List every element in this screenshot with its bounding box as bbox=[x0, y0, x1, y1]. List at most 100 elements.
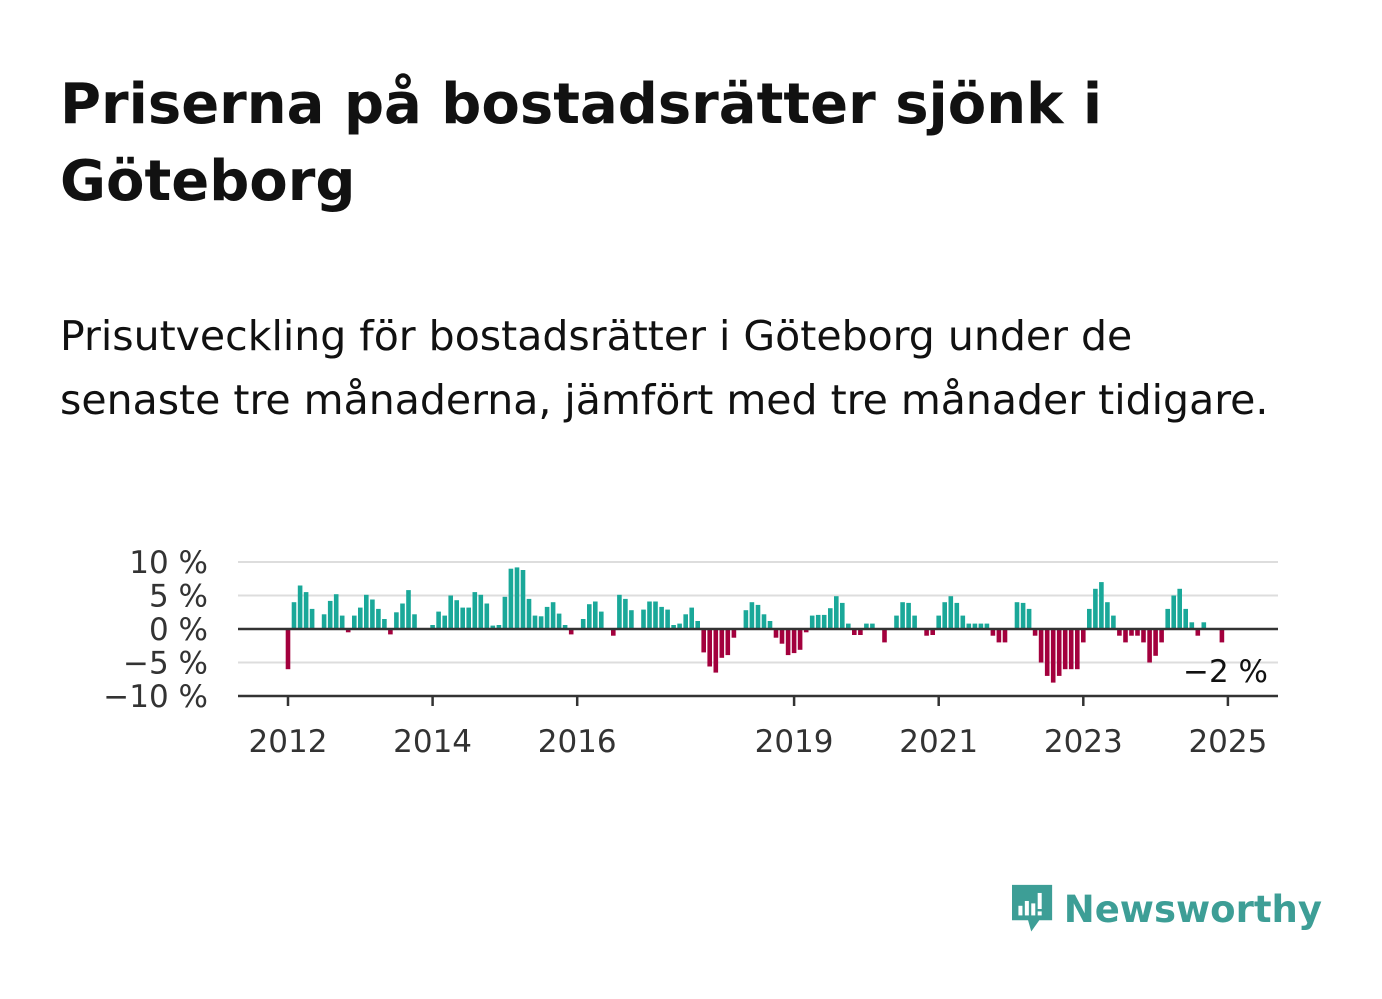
bar bbox=[846, 623, 851, 629]
bar bbox=[580, 619, 586, 629]
bar bbox=[568, 629, 574, 635]
bar bbox=[671, 625, 676, 629]
bar bbox=[954, 602, 960, 629]
bar bbox=[731, 629, 737, 638]
bar bbox=[321, 614, 327, 629]
bar bbox=[767, 621, 773, 629]
bar bbox=[297, 585, 303, 629]
x-tick-label: 2025 bbox=[1188, 724, 1267, 760]
bar bbox=[942, 602, 947, 629]
bar bbox=[647, 601, 652, 629]
bar bbox=[815, 614, 821, 629]
bar bbox=[532, 615, 538, 629]
bar bbox=[773, 629, 779, 638]
bar bbox=[785, 629, 791, 656]
bar bbox=[1219, 629, 1225, 643]
bar bbox=[1195, 629, 1201, 636]
bar bbox=[719, 629, 725, 658]
bar bbox=[599, 611, 604, 629]
bar bbox=[882, 629, 887, 643]
y-tick-label: 5 % bbox=[149, 579, 208, 615]
bar bbox=[749, 602, 755, 629]
bar bbox=[358, 607, 363, 629]
x-tick-label: 2016 bbox=[538, 724, 617, 760]
bar bbox=[797, 629, 803, 650]
bar bbox=[870, 623, 875, 629]
bar bbox=[906, 602, 911, 629]
bar bbox=[960, 615, 966, 629]
bar bbox=[665, 609, 670, 629]
bar bbox=[1062, 629, 1068, 670]
bar bbox=[327, 600, 333, 629]
bar bbox=[840, 602, 845, 629]
bar bbox=[707, 629, 712, 667]
bar bbox=[309, 608, 315, 629]
y-tick-label: −5 % bbox=[123, 646, 208, 682]
last-value-label: −2 % bbox=[1183, 654, 1268, 690]
bar bbox=[828, 608, 833, 629]
x-tick-label: 2019 bbox=[755, 724, 834, 760]
bar bbox=[1038, 629, 1044, 663]
bar bbox=[538, 616, 544, 629]
bar bbox=[1201, 622, 1207, 629]
bar bbox=[834, 596, 839, 629]
bar bbox=[858, 629, 863, 635]
bar bbox=[430, 625, 435, 629]
bar bbox=[1032, 629, 1038, 636]
bar bbox=[755, 604, 761, 629]
bar bbox=[478, 594, 484, 629]
grid-lines bbox=[238, 561, 1278, 664]
bar bbox=[352, 615, 357, 629]
bar bbox=[412, 614, 417, 629]
bar bbox=[508, 568, 514, 629]
bar bbox=[779, 629, 785, 644]
bar bbox=[809, 615, 815, 629]
bar bbox=[291, 602, 297, 629]
y-tick-label: −10 % bbox=[103, 679, 208, 715]
newsworthy-chart-icon bbox=[1012, 884, 1053, 932]
bar bbox=[761, 614, 767, 629]
bar bbox=[587, 604, 592, 629]
bar bbox=[1099, 582, 1104, 629]
bar bbox=[400, 603, 405, 629]
bar bbox=[1068, 629, 1074, 670]
bar bbox=[526, 598, 532, 629]
bar bbox=[821, 614, 827, 629]
bar bbox=[1014, 602, 1020, 629]
bar bbox=[611, 629, 616, 636]
y-tick-label: 0 % bbox=[149, 612, 208, 648]
bar bbox=[345, 629, 351, 633]
bar bbox=[641, 609, 646, 629]
bar bbox=[550, 602, 556, 629]
bar bbox=[1081, 629, 1086, 643]
x-tick-label: 2023 bbox=[1044, 724, 1123, 760]
bar bbox=[864, 623, 869, 629]
bar bbox=[376, 608, 381, 629]
bar bbox=[1165, 608, 1170, 629]
bar bbox=[454, 600, 459, 629]
bar bbox=[1002, 629, 1008, 643]
x-tick-label: 2012 bbox=[249, 724, 328, 760]
bar bbox=[1075, 629, 1080, 670]
axes bbox=[238, 627, 1278, 706]
bar bbox=[1044, 629, 1050, 676]
bar bbox=[442, 615, 447, 629]
bar bbox=[852, 629, 857, 635]
bar bbox=[924, 629, 929, 636]
bar bbox=[1111, 615, 1116, 629]
newsworthy-logo: Newsworthy bbox=[1012, 878, 1322, 940]
bar bbox=[1135, 629, 1140, 636]
bar bbox=[593, 601, 598, 629]
bar bbox=[472, 592, 478, 629]
bar bbox=[1159, 629, 1164, 643]
bar bbox=[1020, 602, 1026, 629]
bar bbox=[1087, 608, 1092, 629]
bar bbox=[406, 590, 411, 629]
bar bbox=[370, 599, 375, 629]
bar bbox=[683, 614, 688, 629]
bar bbox=[388, 629, 393, 635]
bar bbox=[333, 594, 339, 629]
logo-text: Newsworthy bbox=[1063, 887, 1322, 931]
bar bbox=[791, 629, 797, 654]
bar bbox=[894, 615, 899, 629]
